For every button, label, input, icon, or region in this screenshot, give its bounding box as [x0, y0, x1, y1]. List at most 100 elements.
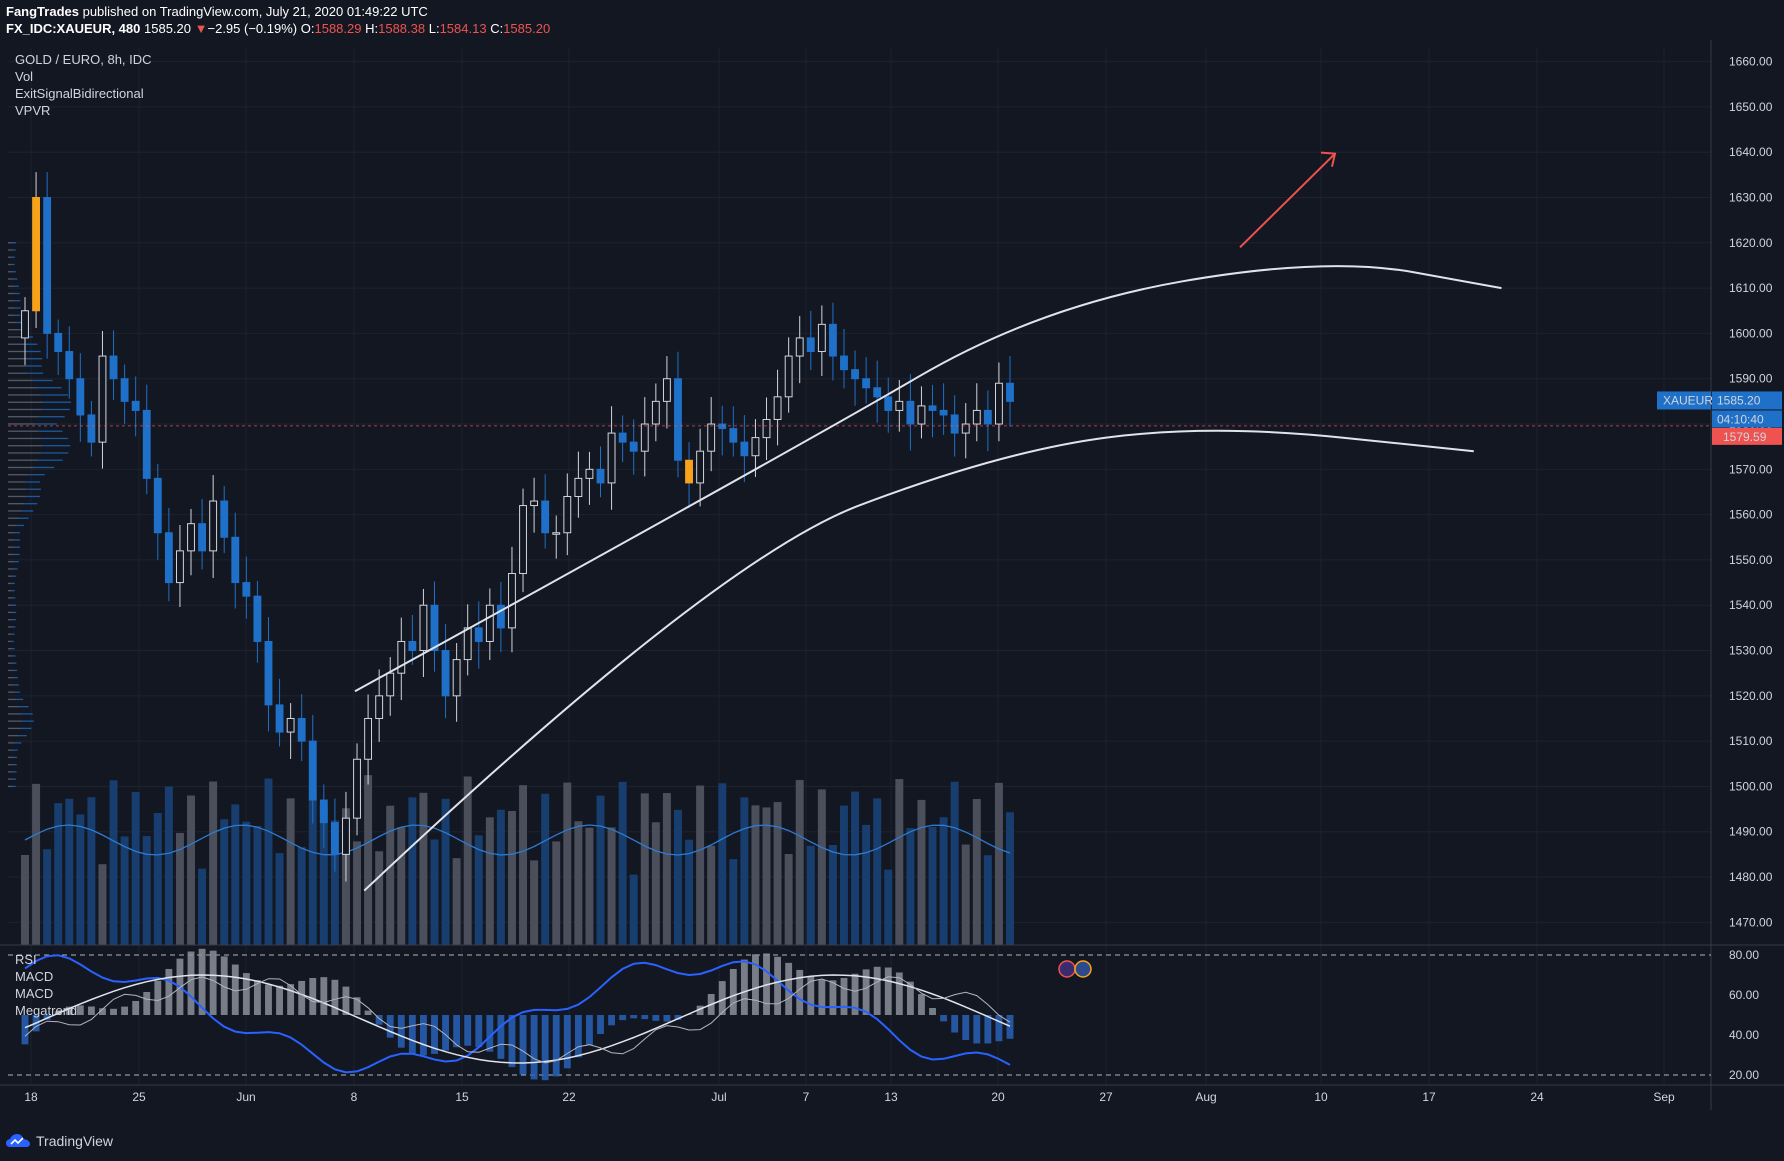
- candle[interactable]: [65, 351, 74, 380]
- candle[interactable]: [1006, 382, 1014, 402]
- candle[interactable]: [43, 197, 52, 334]
- symbol-badge[interactable]: [1657, 391, 1711, 410]
- candle[interactable]: [707, 423, 716, 452]
- candle[interactable]: [32, 197, 40, 312]
- candle[interactable]: [574, 477, 583, 497]
- candle[interactable]: [530, 500, 539, 507]
- candle[interactable]: [176, 550, 184, 584]
- candle[interactable]: [607, 432, 616, 484]
- candle[interactable]: [242, 582, 251, 597]
- candle[interactable]: [519, 505, 527, 575]
- candle[interactable]: [629, 441, 638, 452]
- event-icon[interactable]: [1074, 960, 1092, 978]
- candle[interactable]: [131, 400, 140, 411]
- candle[interactable]: [419, 604, 428, 652]
- channel-upper-curve[interactable]: [354, 265, 1502, 693]
- candle[interactable]: [840, 355, 848, 371]
- candle[interactable]: [585, 468, 594, 479]
- candle[interactable]: [640, 423, 649, 452]
- candle[interactable]: [474, 627, 483, 642]
- candle[interactable]: [441, 650, 450, 697]
- candle[interactable]: [895, 400, 904, 411]
- candle[interactable]: [220, 500, 229, 538]
- candle[interactable]: [120, 378, 129, 402]
- candle[interactable]: [430, 604, 439, 652]
- candle[interactable]: [795, 337, 804, 357]
- candle[interactable]: [164, 532, 173, 584]
- price-chart[interactable]: 1660.00 1650.00 1640.00 1630.00 1620.00 1610.…: [0, 40, 1784, 1125]
- candle[interactable]: [762, 418, 771, 439]
- candle[interactable]: [353, 758, 361, 819]
- candle[interactable]: [784, 355, 793, 398]
- candle[interactable]: [939, 409, 948, 416]
- author-name[interactable]: FangTrades: [6, 4, 79, 19]
- candle[interactable]: [286, 717, 295, 733]
- candle[interactable]: [364, 717, 373, 760]
- candle[interactable]: [342, 817, 350, 855]
- candle[interactable]: [253, 595, 262, 642]
- candle[interactable]: [983, 409, 992, 425]
- candle[interactable]: [972, 409, 981, 425]
- candle[interactable]: [319, 799, 328, 824]
- candle[interactable]: [209, 500, 218, 552]
- candle[interactable]: [397, 640, 406, 674]
- tradingview-brand[interactable]: TradingView: [6, 1133, 113, 1149]
- candle[interactable]: [541, 500, 550, 534]
- symbol-label[interactable]: FX_IDC:XAUEUR, 480: [6, 21, 141, 36]
- candle[interactable]: [596, 468, 605, 484]
- candle[interactable]: [386, 672, 395, 697]
- candle[interactable]: [98, 355, 107, 443]
- candle[interactable]: [961, 423, 970, 434]
- legend-exit-signal[interactable]: ExitSignalBidirectional: [15, 86, 144, 101]
- candle[interactable]: [674, 378, 682, 461]
- candle[interactable]: [508, 573, 516, 629]
- candle[interactable]: [54, 332, 63, 353]
- candle[interactable]: [806, 337, 815, 353]
- candle[interactable]: [452, 659, 461, 697]
- candle[interactable]: [76, 378, 85, 416]
- indicator-label-megatrend[interactable]: Megatrend: [15, 1003, 78, 1018]
- candle[interactable]: [87, 414, 96, 443]
- candle[interactable]: [773, 396, 782, 420]
- indicator-label-macd[interactable]: MACD: [15, 969, 54, 984]
- candle[interactable]: [187, 523, 195, 552]
- candle[interactable]: [375, 695, 384, 719]
- candle[interactable]: [275, 704, 284, 733]
- candle[interactable]: [552, 532, 561, 535]
- candle[interactable]: [496, 604, 505, 629]
- trend-arrow-icon[interactable]: [1239, 152, 1336, 249]
- candle[interactable]: [153, 477, 162, 534]
- candle[interactable]: [696, 450, 705, 484]
- candle[interactable]: [264, 640, 273, 706]
- candle[interactable]: [198, 523, 207, 552]
- indicator-label-rsi[interactable]: RSI: [15, 952, 37, 967]
- legend-vpvr[interactable]: VPVR: [15, 103, 51, 118]
- candle[interactable]: [950, 414, 959, 434]
- candle[interactable]: [21, 310, 29, 339]
- candle[interactable]: [873, 387, 882, 398]
- candle[interactable]: [463, 627, 472, 661]
- candle[interactable]: [751, 437, 760, 457]
- candle[interactable]: [828, 323, 837, 357]
- candle[interactable]: [142, 409, 151, 479]
- candle[interactable]: [308, 740, 317, 801]
- chart-title[interactable]: GOLD / EURO, 8h, IDC: [15, 52, 152, 67]
- candle[interactable]: [109, 355, 118, 380]
- candle[interactable]: [618, 432, 627, 443]
- candle[interactable]: [408, 640, 417, 652]
- candle[interactable]: [297, 717, 306, 742]
- legend-vol[interactable]: Vol: [15, 69, 34, 84]
- channel-lower-curve[interactable]: [363, 429, 1474, 892]
- candle[interactable]: [740, 441, 749, 457]
- candle[interactable]: [330, 822, 339, 855]
- candle[interactable]: [651, 400, 660, 425]
- candle[interactable]: [729, 428, 738, 443]
- candle[interactable]: [906, 400, 915, 425]
- candle[interactable]: [928, 405, 937, 411]
- candle[interactable]: [485, 604, 494, 642]
- candle[interactable]: [563, 496, 572, 534]
- candle[interactable]: [851, 369, 859, 380]
- event-icon[interactable]: [1058, 960, 1076, 978]
- indicator-label-macd-2[interactable]: MACD: [15, 986, 54, 1001]
- candle[interactable]: [884, 396, 893, 411]
